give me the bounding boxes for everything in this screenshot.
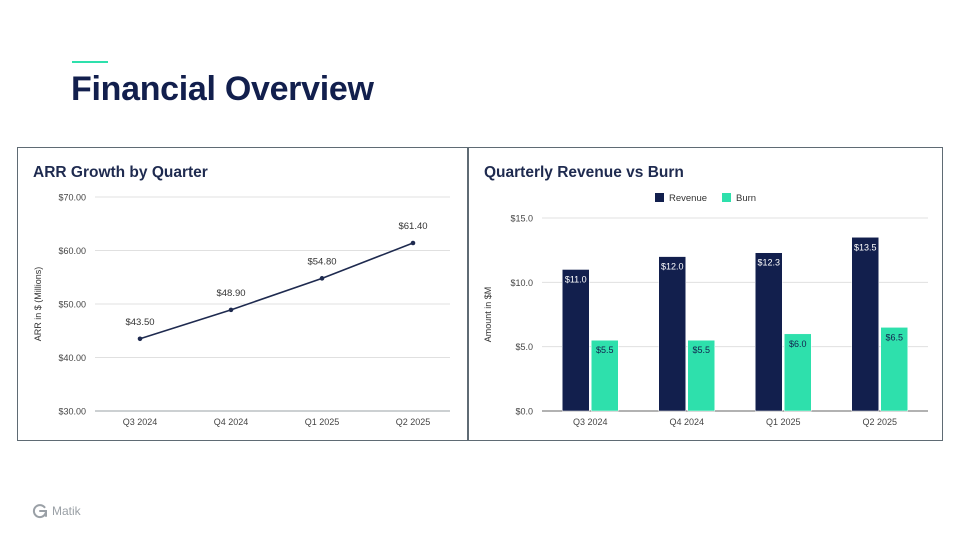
y-axis-label: ARR in $ (Millions) (33, 267, 43, 342)
revenue-data-label: $11.0 (565, 274, 587, 284)
y-tick-label: $0.0 (515, 407, 533, 417)
y-tick-label: $15.0 (510, 214, 533, 224)
x-tick-label: Q4 2024 (669, 417, 704, 427)
arr-data-label: $61.40 (398, 221, 427, 232)
burn-data-label: $5.5 (692, 345, 710, 355)
matik-logo-icon (32, 504, 47, 519)
y-tick-label: $70.00 (58, 193, 86, 203)
y-tick-label: $30.00 (58, 407, 86, 417)
revenue-bar (658, 256, 686, 412)
x-tick-label: Q2 2025 (862, 417, 897, 427)
legend-swatch-burn (722, 193, 731, 202)
matik-logo: Matik (32, 503, 81, 519)
arr-data-point (410, 240, 416, 246)
revenue-data-label: $12.3 (757, 258, 780, 268)
x-tick-label: Q3 2024 (123, 417, 158, 427)
x-tick-label: Q2 2025 (396, 417, 431, 427)
arr-data-label: $48.90 (216, 288, 245, 299)
x-tick-label: Q1 2025 (766, 417, 801, 427)
revenue-burn-bar-chart: $0.0 $5.0 $10.0 $15.0 Amount in $M Q3 2024 $11… (483, 193, 928, 427)
y-tick-label: $5.0 (515, 342, 533, 352)
arr-data-point (319, 276, 325, 281)
x-tick-label: Q3 2024 (573, 417, 608, 427)
x-tick-label: Q1 2025 (305, 417, 340, 427)
burn-data-label: $6.0 (789, 339, 807, 349)
burn-bar (687, 339, 715, 412)
arr-chart-title: ARR Growth by Quarter (33, 164, 208, 181)
x-tick-label: Q4 2024 (214, 417, 249, 427)
page-title: Financial Overview (71, 70, 374, 108)
arr-data-label: $43.50 (125, 317, 154, 328)
revenue-data-label: $13.5 (854, 242, 877, 252)
revenue-bar (562, 269, 590, 412)
legend-swatch-revenue (655, 193, 664, 202)
revenue-bar (755, 252, 783, 412)
y-tick-label: $40.00 (58, 353, 86, 363)
arr-data-point (228, 307, 234, 313)
arr-data-label: $54.80 (307, 256, 336, 267)
revenue-burn-chart-panel: Quarterly Revenue vs Burn $0.0 $5.0 $10.0 $… (468, 147, 943, 441)
legend-label-revenue: Revenue (669, 193, 707, 204)
burn-data-label: $6.5 (885, 332, 903, 342)
y-axis-label: Amount in $M (483, 287, 493, 343)
revenue-data-label: $12.0 (661, 262, 684, 272)
title-accent-bar (72, 61, 108, 63)
legend-label-burn: Burn (736, 193, 756, 204)
y-tick-label: $60.00 (58, 246, 86, 256)
revenue-burn-chart-title: Quarterly Revenue vs Burn (484, 164, 684, 181)
burn-bar (784, 333, 812, 412)
burn-data-label: $5.5 (596, 345, 614, 355)
logo-text: Matik (52, 504, 81, 518)
arr-data-point (137, 336, 143, 342)
burn-bar (880, 327, 908, 412)
revenue-bar (851, 237, 879, 412)
burn-bar (591, 339, 619, 412)
arr-growth-chart-panel: ARR Growth by Quarter $30.00 $40.00 $50.00… (17, 147, 468, 441)
y-tick-label: $10.0 (510, 278, 533, 288)
arr-series-line (139, 242, 414, 340)
arr-line-chart: $30.00 $40.00 $50.00 $60.00 $70.00 Q3 2024 Q4 … (33, 193, 450, 427)
y-tick-label: $50.00 (58, 300, 86, 310)
